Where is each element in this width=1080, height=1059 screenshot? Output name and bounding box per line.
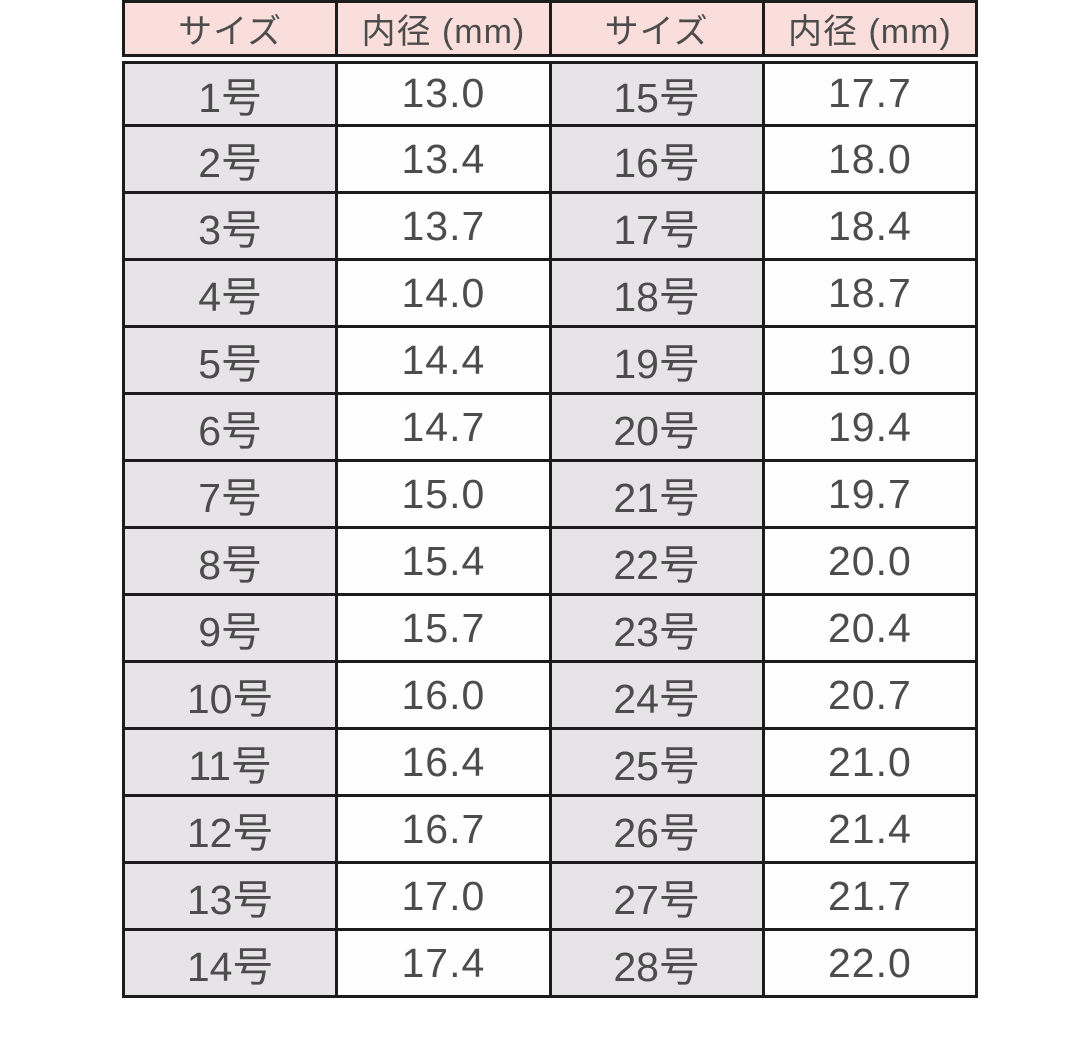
table-row: 5号 14.4 19号 19.0	[121, 325, 979, 395]
inner-diameter-cell: 21.0	[761, 727, 979, 797]
inner-diameter-cell: 18.0	[761, 124, 979, 194]
size-cell: 4号	[121, 258, 339, 328]
size-cell: 7号	[121, 459, 339, 529]
inner-diameter-cell: 14.0	[335, 258, 552, 328]
inner-diameter-cell: 17.7	[761, 57, 979, 127]
table-row: 2号 13.4 16号 18.0	[121, 124, 979, 194]
size-cell: 13号	[121, 861, 339, 931]
size-cell: 1号	[121, 57, 339, 127]
inner-diameter-cell: 19.4	[761, 392, 979, 462]
size-cell: 16号	[548, 124, 765, 194]
inner-diameter-cell: 18.7	[761, 258, 979, 328]
size-cell: 24号	[548, 660, 765, 730]
ring-size-table: サイズ 内径 (mm) サイズ 内径 (mm) 1号 13.0 15号 17.7 2号 1…	[121, 0, 979, 998]
table-body: 1号 13.0 15号 17.7 2号 13.4 16号 18.0 3号 13.7 17号 18.4 4…	[121, 57, 979, 998]
inner-diameter-cell: 20.0	[761, 526, 979, 596]
size-cell: 6号	[121, 392, 339, 462]
table-row: 11号 16.4 25号 21.0	[121, 727, 979, 797]
size-cell: 17号	[548, 191, 765, 261]
inner-diameter-cell: 16.0	[335, 660, 552, 730]
size-cell: 15号	[548, 57, 765, 127]
header-size-left: サイズ	[121, 0, 339, 64]
inner-diameter-cell: 18.4	[761, 191, 979, 261]
size-cell: 18号	[548, 258, 765, 328]
table-row: 14号 17.4 28号 22.0	[121, 928, 979, 998]
inner-diameter-cell: 20.7	[761, 660, 979, 730]
header-inner-diameter-right: 内径 (mm)	[761, 0, 979, 64]
size-cell: 22号	[548, 526, 765, 596]
table-header: サイズ 内径 (mm) サイズ 内径 (mm)	[121, 0, 979, 64]
inner-diameter-cell: 14.7	[335, 392, 552, 462]
inner-diameter-cell: 15.0	[335, 459, 552, 529]
table-row: 10号 16.0 24号 20.7	[121, 660, 979, 730]
table-row: 7号 15.0 21号 19.7	[121, 459, 979, 529]
table-row: 12号 16.7 26号 21.4	[121, 794, 979, 864]
inner-diameter-cell: 13.4	[335, 124, 552, 194]
inner-diameter-cell: 17.0	[335, 861, 552, 931]
size-cell: 10号	[121, 660, 339, 730]
size-cell: 5号	[121, 325, 339, 395]
table-row: 9号 15.7 23号 20.4	[121, 593, 979, 663]
size-cell: 3号	[121, 191, 339, 261]
table-row: 6号 14.7 20号 19.4	[121, 392, 979, 462]
inner-diameter-cell: 19.0	[761, 325, 979, 395]
ring-size-chart: サイズ 内径 (mm) サイズ 内径 (mm) 1号 13.0 15号 17.7 2号 1…	[121, 0, 979, 998]
size-cell: 25号	[548, 727, 765, 797]
table-row: 13号 17.0 27号 21.7	[121, 861, 979, 931]
inner-diameter-cell: 21.7	[761, 861, 979, 931]
table-row: 4号 14.0 18号 18.7	[121, 258, 979, 328]
size-cell: 19号	[548, 325, 765, 395]
inner-diameter-cell: 13.7	[335, 191, 552, 261]
size-cell: 21号	[548, 459, 765, 529]
header-row: サイズ 内径 (mm) サイズ 内径 (mm)	[121, 0, 979, 64]
size-cell: 23号	[548, 593, 765, 663]
size-cell: 11号	[121, 727, 339, 797]
inner-diameter-cell: 22.0	[761, 928, 979, 998]
table-row: 8号 15.4 22号 20.0	[121, 526, 979, 596]
inner-diameter-cell: 13.0	[335, 57, 552, 127]
size-cell: 28号	[548, 928, 765, 998]
size-cell: 9号	[121, 593, 339, 663]
size-cell: 20号	[548, 392, 765, 462]
size-cell: 12号	[121, 794, 339, 864]
header-size-right: サイズ	[548, 0, 765, 64]
inner-diameter-cell: 15.7	[335, 593, 552, 663]
size-cell: 14号	[121, 928, 339, 998]
size-cell: 2号	[121, 124, 339, 194]
inner-diameter-cell: 14.4	[335, 325, 552, 395]
inner-diameter-cell: 20.4	[761, 593, 979, 663]
size-cell: 8号	[121, 526, 339, 596]
inner-diameter-cell: 19.7	[761, 459, 979, 529]
inner-diameter-cell: 15.4	[335, 526, 552, 596]
header-inner-diameter-left: 内径 (mm)	[335, 0, 552, 64]
inner-diameter-cell: 17.4	[335, 928, 552, 998]
table-row: 1号 13.0 15号 17.7	[121, 57, 979, 127]
inner-diameter-cell: 21.4	[761, 794, 979, 864]
size-cell: 27号	[548, 861, 765, 931]
table-row: 3号 13.7 17号 18.4	[121, 191, 979, 261]
size-cell: 26号	[548, 794, 765, 864]
inner-diameter-cell: 16.4	[335, 727, 552, 797]
inner-diameter-cell: 16.7	[335, 794, 552, 864]
